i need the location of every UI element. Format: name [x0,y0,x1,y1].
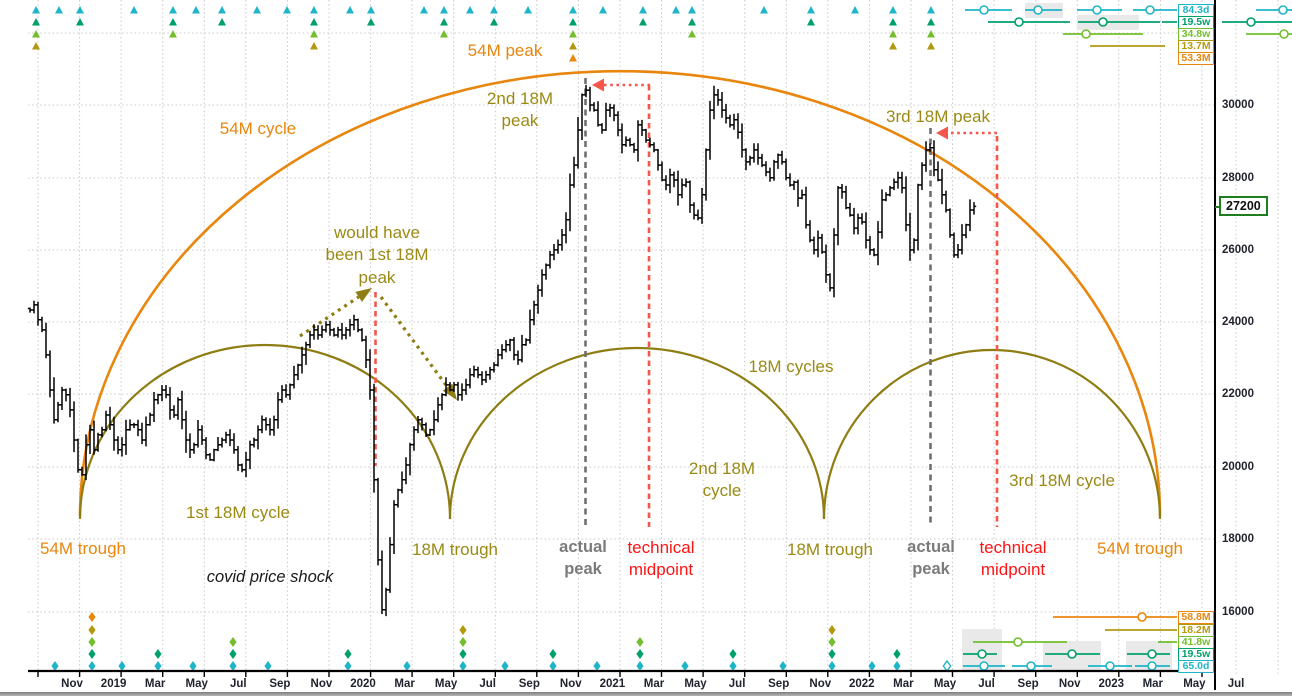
x-axis-label-2: Mar [144,678,166,690]
x-axis-label-28: Jul [1227,678,1245,690]
grid [28,0,1279,676]
y-axis-label-20000: 20000 [1222,461,1254,473]
x-axis-label-1: 2019 [100,678,127,690]
x-axis-label-20: Mar [893,678,914,690]
x-axis-label-21: May [933,678,957,690]
x-axis-label-11: Sep [518,678,540,690]
x-axis-label-9: May [434,678,458,690]
y-axis-label-24000: 24000 [1222,316,1254,328]
x-axis-label-8: Mar [394,678,415,690]
x-axis-label-10: Jul [479,678,496,690]
cycle-arcs [78,69,1162,520]
x-axis-label-12: Nov [559,678,582,690]
cycle-period-badge-bottom-58.8M: 58.8M [1178,611,1214,624]
x-axis-label-7: 2020 [350,678,376,690]
y-axis-label-26000: 26000 [1222,244,1254,256]
y-axis-label-22000: 22000 [1222,388,1254,400]
x-axis-label-23: Sep [1017,678,1039,690]
cycle-period-badge-top-53.3M: 53.3M [1178,52,1214,65]
peak-markers [32,6,935,62]
x-axis-label-3: May [185,678,208,690]
tracker-bands [962,3,1172,672]
trough-markers [51,612,952,673]
x-axis-label-17: Sep [768,678,790,690]
x-axis-label-13: 2021 [599,678,626,690]
axes [28,0,1221,690]
last-price-box: 27200 [1219,196,1268,216]
x-axis-label-4: Jul [229,678,247,690]
window-bottom-divider [0,692,1292,696]
cycle-period-badge-bottom-18.2M: 18.2M [1178,624,1214,637]
y-axis-label-28000: 28000 [1222,172,1254,184]
price-bars [27,84,977,617]
x-axis-label-15: May [684,678,707,690]
x-axis-label-19: 2022 [849,678,875,690]
cycle-period-badge-bottom-65.0d: 65.0d [1178,660,1214,673]
x-axis-label-6: Nov [310,678,333,690]
y-axis-label-16000: 16000 [1222,606,1254,618]
x-axis-label-0: Nov [61,678,83,690]
y-axis-label-18000: 18000 [1222,533,1254,545]
x-axis-label-27: May [1183,678,1206,690]
x-axis-label-26: Mar [1142,678,1164,690]
annotation-guide-lines [299,78,999,527]
y-axis-label-30000: 30000 [1222,99,1254,111]
x-axis-label-16: Jul [728,678,746,690]
x-axis-label-5: Sep [269,678,291,690]
x-axis-label-18: Nov [809,678,832,690]
x-axis-label-22: Jul [978,678,995,690]
x-axis-label-14: Mar [643,678,665,690]
x-axis-label-25: 2023 [1098,678,1125,690]
x-axis-label-24: Nov [1058,678,1081,690]
